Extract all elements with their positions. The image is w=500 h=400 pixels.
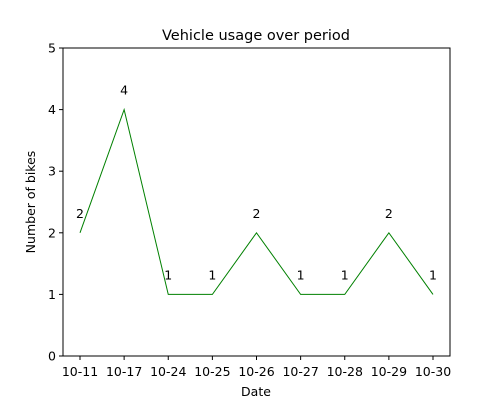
- data-label: 1: [208, 267, 216, 282]
- x-tick-label: 10-29: [371, 364, 407, 379]
- y-axis-label: Number of bikes: [23, 151, 38, 254]
- x-tick-label: 10-26: [238, 364, 274, 379]
- data-label: 2: [253, 206, 261, 221]
- x-tick-label: 10-25: [194, 364, 230, 379]
- x-tick-label: 10-28: [327, 364, 363, 379]
- data-label: 1: [164, 267, 172, 282]
- chart-title: Vehicle usage over period: [162, 28, 350, 44]
- data-label: 1: [341, 267, 349, 282]
- x-tick-label: 10-11: [62, 364, 98, 379]
- x-tick-label: 10-30: [415, 364, 451, 379]
- y-tick-label: 5: [48, 41, 56, 56]
- x-axis-ticks: 10-11 10-17 10-24 10-25 10-26 10-27 10-28 10-29…: [62, 356, 451, 379]
- y-tick-label: 4: [48, 102, 56, 117]
- x-tick-label: 10-27: [282, 364, 318, 379]
- y-tick-label: 0: [48, 349, 56, 364]
- y-axis-ticks: 0 1 2 3 4 5: [48, 41, 63, 364]
- data-label: 2: [385, 206, 393, 221]
- y-tick-label: 3: [48, 164, 56, 179]
- x-tick-label: 10-17: [106, 364, 142, 379]
- data-label: 1: [429, 267, 437, 282]
- data-labels: 2 4 1 1 2 1 1 2 1: [76, 83, 437, 283]
- y-tick-label: 2: [48, 225, 56, 240]
- data-label: 4: [120, 83, 128, 98]
- x-tick-label: 10-24: [150, 364, 186, 379]
- y-tick-label: 1: [48, 287, 56, 302]
- x-axis-label: Date: [241, 384, 271, 399]
- data-label: 1: [297, 267, 305, 282]
- data-label: 2: [76, 206, 84, 221]
- series-line: [80, 110, 433, 295]
